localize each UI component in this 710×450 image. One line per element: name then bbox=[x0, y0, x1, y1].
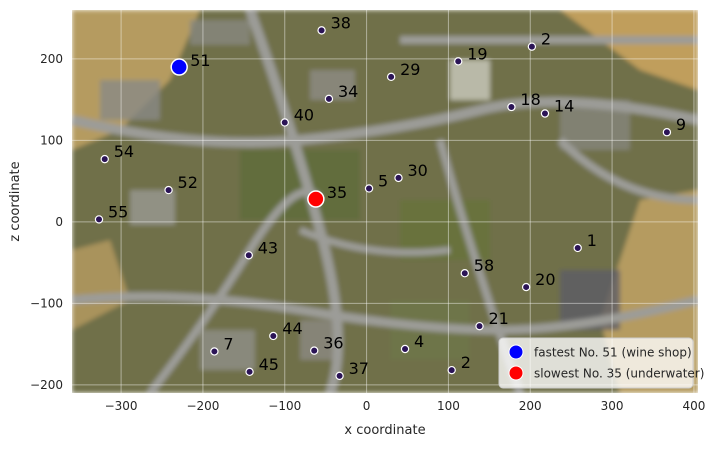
scatter-point bbox=[244, 251, 253, 260]
y-tick-label: −200 bbox=[30, 378, 63, 392]
scatter-point bbox=[527, 42, 537, 51]
scatter-point bbox=[540, 109, 550, 118]
x-axis-label: x coordinate bbox=[344, 423, 425, 438]
scatter-point bbox=[269, 331, 278, 341]
highlight-point-label: 35 bbox=[327, 183, 347, 202]
scatter-point bbox=[386, 72, 396, 82]
point-label: 38 bbox=[331, 13, 351, 32]
x-tick-label: −300 bbox=[105, 399, 138, 413]
map-background bbox=[72, 10, 698, 393]
scatter-point bbox=[335, 371, 344, 381]
point-label: 37 bbox=[349, 359, 369, 378]
scatter-point bbox=[324, 94, 334, 104]
scatter-point bbox=[573, 243, 582, 253]
point-label: 5 bbox=[378, 171, 388, 190]
legend-box bbox=[498, 337, 694, 389]
point-label: 44 bbox=[282, 319, 302, 338]
scatter-point bbox=[164, 185, 173, 195]
scatter-point bbox=[317, 26, 326, 35]
point-label: 18 bbox=[520, 90, 540, 109]
point-label: 30 bbox=[408, 161, 428, 180]
point-label: 29 bbox=[400, 60, 420, 79]
y-tick-label: 100 bbox=[40, 133, 63, 147]
point-label: 58 bbox=[474, 256, 494, 275]
tick-labels: −300 −200 −100 0 100 200 300 400 −200 −100 0 100 200 bbox=[30, 52, 705, 413]
scatter-point bbox=[475, 321, 484, 331]
point-label: 4 bbox=[414, 332, 424, 351]
highlight-point bbox=[170, 58, 188, 76]
scatter-point bbox=[280, 118, 289, 127]
point-label: 54 bbox=[114, 142, 134, 161]
point-label: 45 bbox=[259, 355, 279, 374]
point-label: 55 bbox=[108, 202, 128, 221]
point-label: 2 bbox=[541, 30, 551, 49]
legend-marker bbox=[508, 344, 524, 360]
x-tick-label: 300 bbox=[601, 399, 624, 413]
scatter-point bbox=[100, 154, 109, 164]
point-label: 36 bbox=[323, 334, 343, 353]
legend-label: slowest No. 35 (underwater) bbox=[534, 367, 704, 381]
scatter-point bbox=[245, 367, 254, 377]
scatter-point bbox=[210, 347, 219, 356]
x-tick-label: 100 bbox=[437, 399, 460, 413]
x-tick-label: 0 bbox=[363, 399, 371, 413]
x-tick-label: 400 bbox=[682, 399, 705, 413]
point-label: 9 bbox=[676, 115, 686, 134]
scatter-point bbox=[447, 365, 456, 375]
x-tick-label: −100 bbox=[268, 399, 301, 413]
point-label: 14 bbox=[554, 96, 574, 115]
scatter-point bbox=[364, 184, 374, 193]
x-tick-label: −200 bbox=[186, 399, 219, 413]
x-tick-label: 200 bbox=[519, 399, 542, 413]
legend-marker bbox=[508, 365, 524, 381]
y-tick-label: 200 bbox=[40, 52, 63, 66]
y-axis-label: z coordinate bbox=[8, 161, 23, 241]
highlight-point bbox=[307, 190, 325, 208]
scatter-point bbox=[507, 102, 516, 112]
scatter-point bbox=[400, 344, 410, 354]
point-label: 1 bbox=[587, 231, 597, 250]
legend-label: fastest No. 51 (wine shop) bbox=[534, 346, 692, 360]
point-label: 40 bbox=[294, 105, 314, 124]
point-label: 19 bbox=[467, 44, 487, 63]
legend: fastest No. 51 (wine shop) slowest No. 35… bbox=[498, 337, 704, 389]
highlight-point-label: 51 bbox=[190, 51, 210, 70]
scatter-point bbox=[460, 269, 469, 278]
scatter-point bbox=[310, 346, 319, 355]
scatter-point bbox=[94, 215, 104, 224]
point-label: 52 bbox=[178, 173, 198, 192]
scatter-point bbox=[394, 173, 403, 183]
point-label: 20 bbox=[535, 270, 555, 289]
point-label: 2 bbox=[461, 353, 471, 372]
scatter-point bbox=[454, 57, 463, 66]
y-tick-label: 0 bbox=[55, 215, 63, 229]
point-label: 21 bbox=[489, 309, 509, 328]
point-label: 7 bbox=[223, 334, 233, 353]
scatter-point bbox=[521, 282, 531, 292]
scatter-point bbox=[662, 128, 672, 137]
point-label: 34 bbox=[338, 82, 358, 101]
y-tick-label: −100 bbox=[30, 296, 63, 310]
point-label: 43 bbox=[258, 238, 278, 257]
